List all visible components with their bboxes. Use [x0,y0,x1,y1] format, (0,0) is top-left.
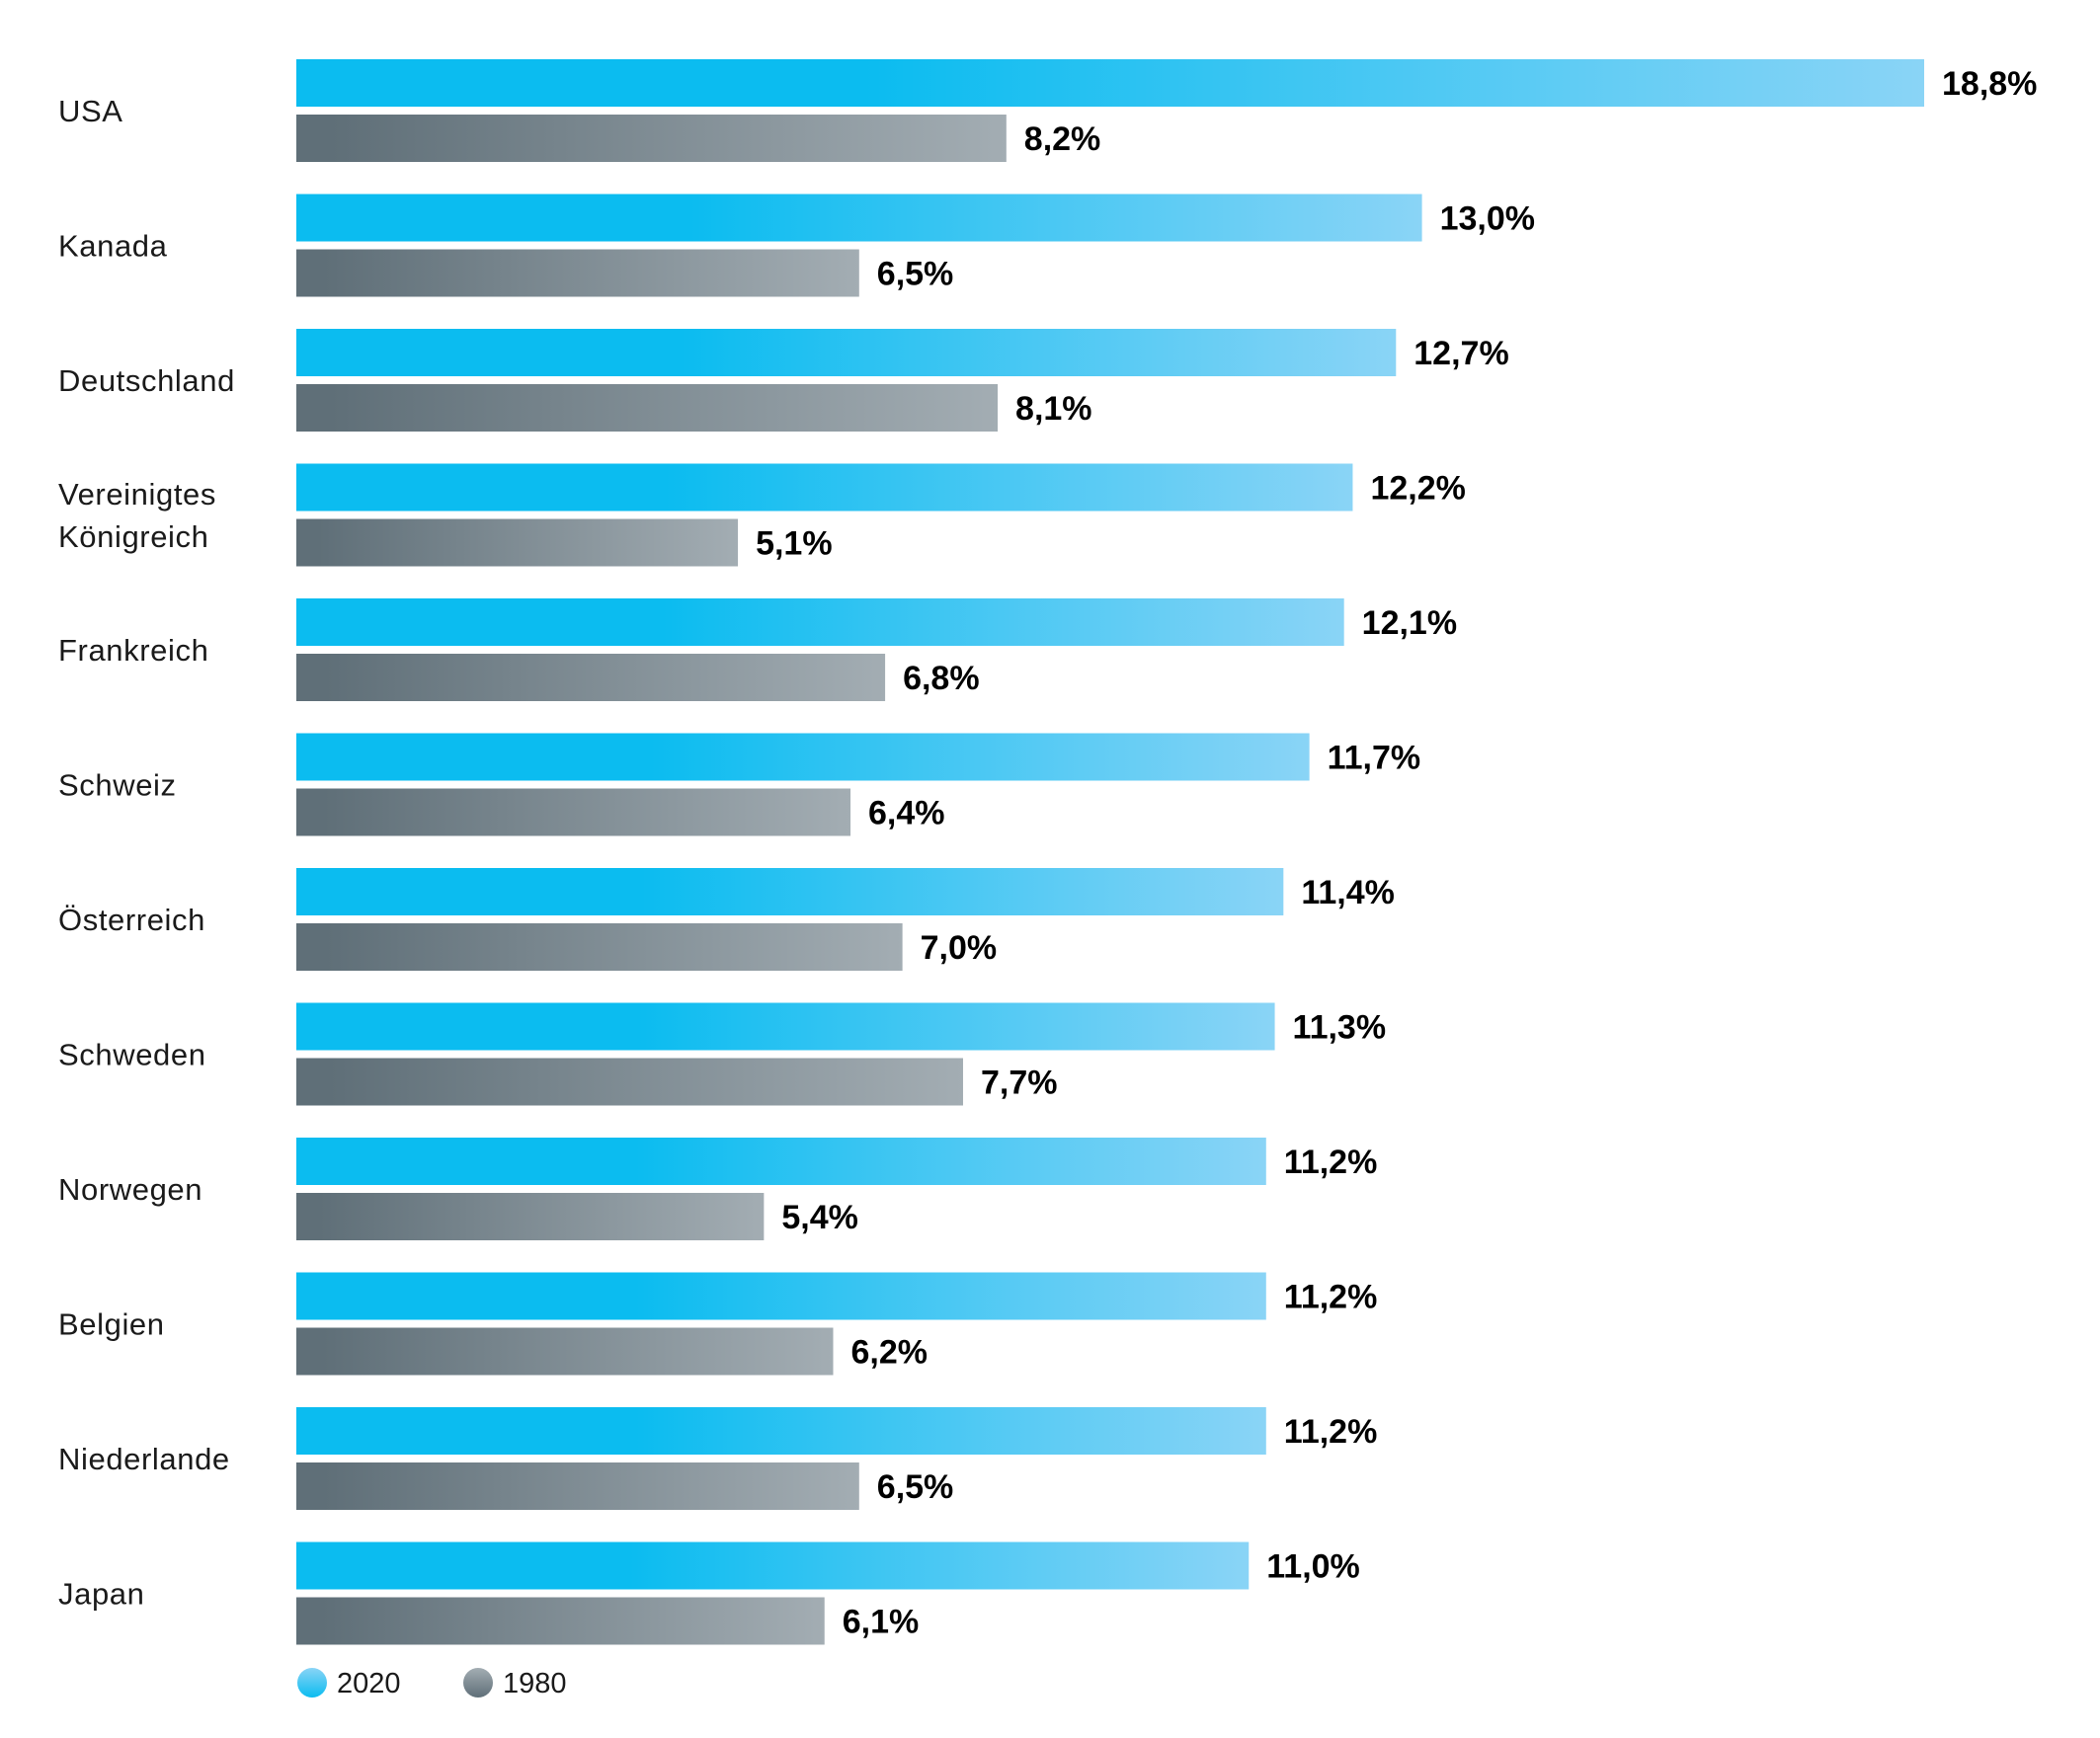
value-label-1980: 7,7% [981,1065,1058,1102]
value-label-1980: 7,0% [921,929,998,967]
category-label: Japan [58,1577,144,1612]
bar-2020 [296,598,1344,646]
legend-label-2020: 2020 [337,1668,401,1699]
category-label: Belgien [58,1307,165,1342]
category-label: Norwegen [58,1172,202,1207]
bar-1980 [296,115,1007,162]
value-label-2020: 12,1% [1362,604,1457,642]
category-labels: USA Kanada Deutschland Vereinigtes Königreic… [58,94,235,1612]
bar-1980 [296,1462,859,1510]
bar-1980 [296,384,999,432]
value-label-1980: 8,2% [1024,120,1101,158]
value-label-2020: 11,3% [1293,1009,1387,1047]
category-label: USA [58,94,123,128]
category-label: Kanada [58,229,168,264]
value-label-1980: 5,1% [756,525,833,563]
value-label-1980: 6,2% [850,1334,928,1372]
category-label: Vereinigtes Königreich [58,477,216,554]
bar-1980 [296,1193,765,1240]
bar-2020 [296,733,1310,781]
value-label-1980: 6,5% [877,256,954,293]
bar-2020 [296,1002,1275,1051]
bar-2020 [296,463,1353,512]
value-label-2020: 12,2% [1370,470,1465,508]
value-label-2020: 11,2% [1284,1279,1378,1316]
bar-1980 [296,1597,825,1645]
value-label-2020: 13,0% [1440,200,1535,238]
category-label: Schweiz [58,768,177,803]
legend-label-1980: 1980 [503,1668,567,1699]
value-label-2020: 12,7% [1413,335,1508,372]
bar-2020 [296,1541,1250,1590]
bar-1980 [296,788,851,836]
category-label: Deutschland [58,363,235,398]
value-labels: 18,8% 8,2% 13,0% 6,5% 12,7% 8,1% 12,2% 5,1% 12,1… [756,65,2037,1641]
bar-2020 [296,868,1284,915]
bar-1980 [296,1327,834,1376]
bar-1980 [296,249,859,297]
category-label: Österreich [58,903,205,937]
legend-swatch-1980 [463,1668,493,1698]
value-label-1980: 6,5% [877,1468,954,1506]
category-label: Niederlande [58,1442,230,1476]
bar-2020 [296,1272,1266,1320]
bar-1980 [296,654,886,701]
bar-2020 [296,59,1924,107]
bar-2020 [296,1138,1266,1185]
bar-2020 [296,194,1422,242]
bar-2020 [296,1407,1266,1455]
bar-1980 [296,518,739,567]
bar-2020 [296,329,1397,376]
value-label-2020: 11,0% [1266,1548,1360,1586]
value-label-2020: 11,4% [1301,874,1395,911]
category-label: Frankreich [58,633,208,668]
value-label-1980: 6,8% [903,660,980,697]
bar-1980 [296,923,903,971]
value-label-1980: 6,1% [843,1604,920,1641]
value-label-2020: 11,2% [1284,1144,1378,1181]
category-label: Schweden [58,1038,206,1072]
legend-swatch-2020 [297,1668,327,1698]
bars [296,59,1924,1645]
value-label-2020: 11,2% [1284,1413,1378,1451]
value-label-1980: 8,1% [1015,390,1092,428]
value-label-2020: 11,7% [1328,740,1421,777]
legend: 2020 1980 [297,1668,567,1699]
value-label-1980: 5,4% [781,1199,858,1236]
value-label-2020: 18,8% [1942,65,2037,103]
value-label-1980: 6,4% [868,795,945,832]
bar-1980 [296,1058,963,1106]
